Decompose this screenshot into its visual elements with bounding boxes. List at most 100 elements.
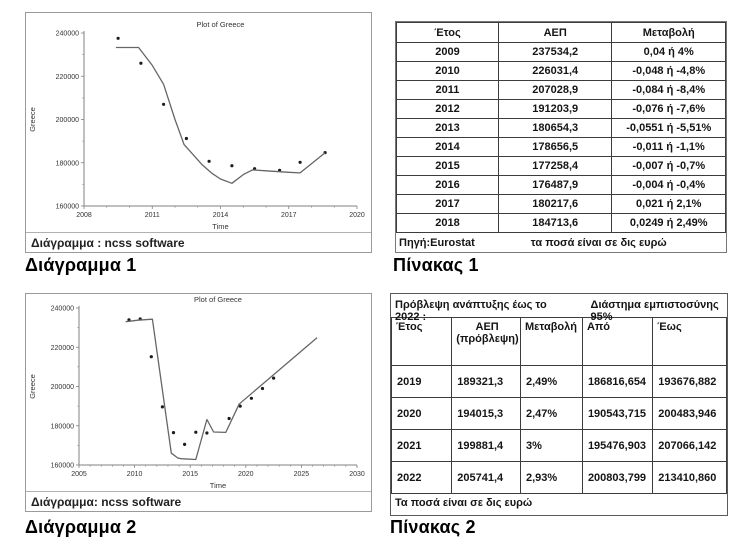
table-2-title-row: Πρόβλεψη ανάπτυξης έως το 2022 : Διάστημ… — [391, 294, 727, 323]
column-header: Μεταβολή — [519, 317, 583, 366]
table-cell: 200483,946 — [652, 397, 727, 430]
svg-text:2020: 2020 — [349, 212, 365, 219]
chart-2-source-caption: Διάγραμμα: ncss software — [26, 491, 371, 511]
line-chart-greece-gdp-2008-2020: Plot of Greece 2008 2011 2014 2017 2020 160000… — [28, 20, 365, 231]
svg-text:2010: 2010 — [127, 471, 143, 478]
table-1-units-note: τα ποσά είναι σε δις ευρώ — [530, 237, 667, 249]
svg-text:2005: 2005 — [71, 471, 87, 478]
figure-label-diagram-1: Διάγραμμα 1 — [25, 255, 137, 275]
svg-text:Time: Time — [210, 481, 226, 490]
column-header: Έως — [652, 317, 727, 366]
table-cell: 177258,4 — [497, 156, 613, 176]
svg-text:2020: 2020 — [238, 471, 254, 478]
table-row: 2019 189321,3 2,49% 186816,654 193676,882 — [390, 365, 727, 398]
confidence-interval-label: Διάστημα εμπιστοσύνης 95% — [590, 299, 719, 323]
table-2-units-note: Τα ποσά είναι σε δις ευρώ — [395, 497, 533, 509]
table-cell: 2016 — [396, 175, 499, 195]
table-cell: 2011 — [396, 80, 499, 100]
table-row: 2022 205741,4 2,93% 200803,799 213410,860 — [390, 461, 727, 494]
svg-text:220000: 220000 — [51, 345, 74, 352]
column-header: Έτος — [396, 22, 499, 43]
table-cell: 199881,4 — [451, 429, 521, 462]
svg-text:2008: 2008 — [76, 212, 92, 219]
svg-text:Plot of Greece: Plot of Greece — [194, 295, 242, 304]
svg-text:2017: 2017 — [281, 212, 297, 219]
svg-text:Greece: Greece — [28, 374, 37, 399]
table-cell: -0,011 ή -1,1% — [611, 137, 726, 157]
table-cell: 2020 — [390, 397, 453, 430]
table-cell: 3% — [519, 429, 583, 462]
table-cell: -0,048 ή -4,8% — [611, 61, 726, 81]
table-cell: 2,47% — [519, 397, 583, 430]
figure-label-diagram-2: Διάγραμμα 2 — [25, 517, 137, 537]
table-1-source: Πηγή:Eurostat — [399, 237, 475, 249]
table-row: 2013 180654,3 -0,0551 ή -5,51% — [396, 118, 726, 138]
table-cell: 176487,9 — [497, 175, 613, 195]
svg-text:2025: 2025 — [294, 471, 310, 478]
figure-label-table-2: Πίνακας 2 — [390, 517, 476, 537]
table-row: 2018 184713,6 0,0249 ή 2,49% — [396, 213, 726, 233]
svg-text:180000: 180000 — [56, 160, 79, 167]
table-cell: -0,004 ή -0,4% — [611, 175, 726, 195]
table-cell: 2013 — [396, 118, 499, 138]
table-cell: 2015 — [396, 156, 499, 176]
line-chart-greece-gdp-forecast-2005-2030: Plot of Greece 2005 2010 2015 2020 2025 2030 16… — [28, 295, 365, 490]
gdp-forecast-table: Έτος ΑΕΠ (πρόβλεψη) Μεταβολή Από Έως 2019 1893… — [390, 317, 727, 494]
svg-text:2030: 2030 — [349, 471, 365, 478]
gdp-history-table: Έτος ΑΕΠ Μεταβολή 2009 237534,2 0,04 ή 4% 2010… — [396, 22, 726, 233]
table-cell: 213410,860 — [652, 461, 727, 494]
column-header: Μεταβολή — [611, 22, 726, 43]
table-cell: 237534,2 — [497, 42, 613, 62]
table-cell: -0,076 ή -7,6% — [611, 99, 726, 119]
table-row: 2016 176487,9 -0,004 ή -0,4% — [396, 175, 726, 195]
table-cell: 194015,3 — [451, 397, 521, 430]
table-cell: 178656,5 — [497, 137, 613, 157]
table-header-row: Έτος ΑΕΠ (πρόβλεψη) Μεταβολή Από Έως — [390, 317, 727, 366]
table-cell: 191203,9 — [497, 99, 613, 119]
svg-text:2014: 2014 — [213, 212, 229, 219]
table-cell: 2014 — [396, 137, 499, 157]
table-cell: 2019 — [390, 365, 453, 398]
table-cell: 0,0249 ή 2,49% — [611, 213, 726, 233]
svg-text:220000: 220000 — [56, 74, 79, 81]
table-cell: 2009 — [396, 42, 499, 62]
table-1-panel: Έτος ΑΕΠ Μεταβολή 2009 237534,2 0,04 ή 4% 2010… — [395, 21, 727, 253]
table-cell: 190543,715 — [581, 397, 654, 430]
table-cell: 0,021 ή 2,1% — [611, 194, 726, 214]
table-cell: -0,0551 ή -5,51% — [611, 118, 726, 138]
table-cell: 2012 — [396, 99, 499, 119]
table-cell: 207066,142 — [652, 429, 727, 462]
table-header-row: Έτος ΑΕΠ Μεταβολή — [396, 22, 726, 43]
column-header: ΑΕΠ — [497, 22, 613, 43]
column-header: Από — [581, 317, 654, 366]
table-cell: 195476,903 — [581, 429, 654, 462]
column-header: Έτος — [390, 317, 453, 366]
diagram-2-panel: Plot of Greece 2005 2010 2015 2020 2025 2030 16… — [25, 293, 372, 512]
figure-label-table-1: Πίνακας 1 — [393, 255, 479, 275]
diagram-1-panel: Plot of Greece 2008 2011 2014 2017 2020 160000… — [25, 12, 372, 253]
table-cell: 189321,3 — [451, 365, 521, 398]
column-header: ΑΕΠ (πρόβλεψη) — [451, 317, 521, 366]
table-cell: 207028,9 — [497, 80, 613, 100]
table-2-panel: Πρόβλεψη ανάπτυξης έως το 2022 : Διάστημ… — [390, 293, 728, 516]
svg-text:160000: 160000 — [56, 204, 79, 211]
table-cell: 193676,882 — [652, 365, 727, 398]
table-row: 2010 226031,4 -0,048 ή -4,8% — [396, 61, 726, 81]
svg-text:180000: 180000 — [51, 423, 74, 430]
svg-text:2015: 2015 — [182, 471, 198, 478]
table-1-footer: Πηγή:Eurostat τα ποσά είναι σε δις ευρώ — [396, 233, 726, 249]
table-row: 2012 191203,9 -0,076 ή -7,6% — [396, 99, 726, 119]
svg-text:240000: 240000 — [51, 306, 74, 313]
table-cell: 2022 — [390, 461, 453, 494]
table-row: 2011 207028,9 -0,084 ή -8,4% — [396, 80, 726, 100]
svg-text:200000: 200000 — [51, 384, 74, 391]
table-cell: 2010 — [396, 61, 499, 81]
table-row: 2009 237534,2 0,04 ή 4% — [396, 42, 726, 62]
table-cell: 186816,654 — [581, 365, 654, 398]
svg-text:240000: 240000 — [56, 31, 79, 38]
table-cell: 0,04 ή 4% — [611, 42, 726, 62]
table-row: 2015 177258,4 -0,007 ή -0,7% — [396, 156, 726, 176]
table-cell: 2,93% — [519, 461, 583, 494]
table-cell: 200803,799 — [581, 461, 654, 494]
